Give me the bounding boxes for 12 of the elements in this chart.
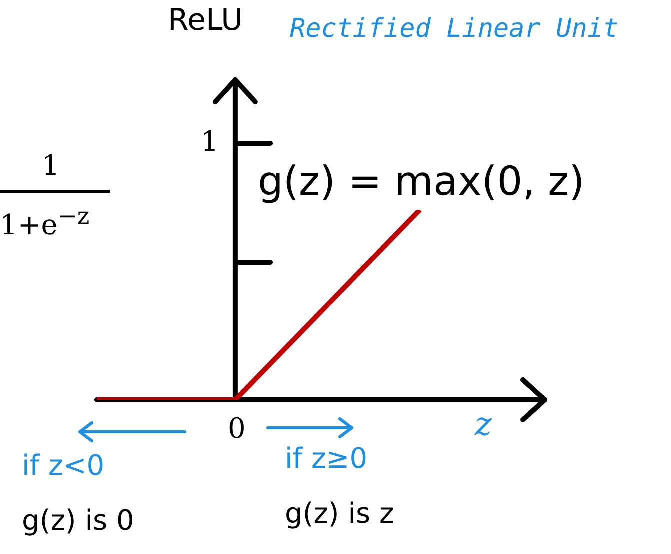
x-axis-title: z [475,405,492,443]
text: 1 [201,125,219,158]
text: if z≥0 [285,442,368,475]
text: g(z) is 0 [22,504,134,537]
chart-subtitle: Rectified Linear Unit [290,14,619,44]
text: g(z) = max(0, z) [258,159,585,205]
text: 1 [42,149,60,182]
text: 0 [228,412,246,445]
text: g(z) is z [285,497,394,530]
text: if z<0 [22,449,105,482]
chart-title: ReLU [168,3,244,38]
annotation: 1+e$^{−z}$ [0,202,90,242]
